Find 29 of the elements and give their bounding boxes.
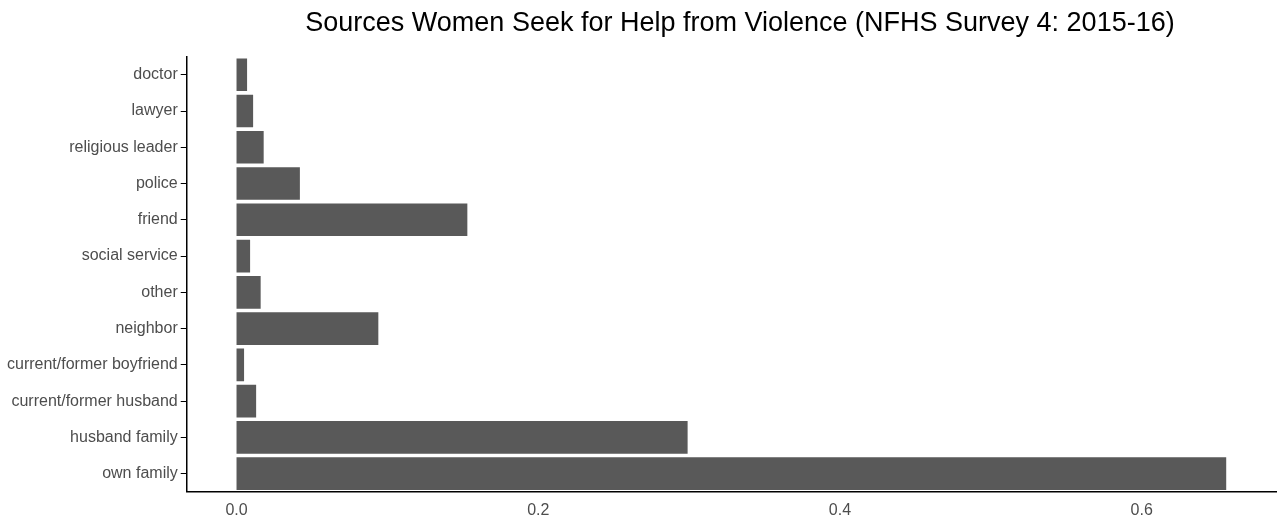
y-tick-label: social service — [81, 246, 178, 264]
x-tick-label: 0.6 — [1130, 500, 1153, 518]
bar — [236, 167, 300, 200]
bar — [236, 58, 248, 92]
bar — [236, 384, 257, 418]
y-tick-label: lawyer — [131, 101, 179, 119]
y-tick-label: current/former boyfriend — [7, 355, 178, 373]
y-tick-label: own family — [102, 464, 178, 482]
x-tick-label: 0.2 — [527, 500, 550, 518]
x-tick-label: 0.0 — [225, 500, 248, 518]
y-tick-label: husband family — [70, 427, 178, 445]
y-tick-label: friend — [137, 210, 178, 228]
y-tick-label: doctor — [133, 65, 179, 83]
bar — [236, 94, 254, 128]
y-tick-label: police — [135, 173, 178, 191]
bar — [236, 203, 468, 237]
y-tick-label: current/former husband — [11, 391, 178, 409]
bar — [236, 239, 251, 273]
y-tick-label: religious leader — [69, 137, 179, 155]
chart-title: Sources Women Seek for Help from Violence (NFHS Survey 4: 2015-16) — [304, 6, 1176, 39]
y-tick-label: neighbor — [115, 319, 179, 337]
y-tick-label: other — [141, 282, 179, 300]
bar — [236, 348, 245, 382]
bar — [236, 312, 379, 345]
bar — [236, 421, 688, 454]
bar — [236, 130, 264, 164]
x-tick-label: 0.4 — [828, 500, 852, 518]
bar — [236, 457, 1227, 490]
bar — [236, 276, 261, 309]
